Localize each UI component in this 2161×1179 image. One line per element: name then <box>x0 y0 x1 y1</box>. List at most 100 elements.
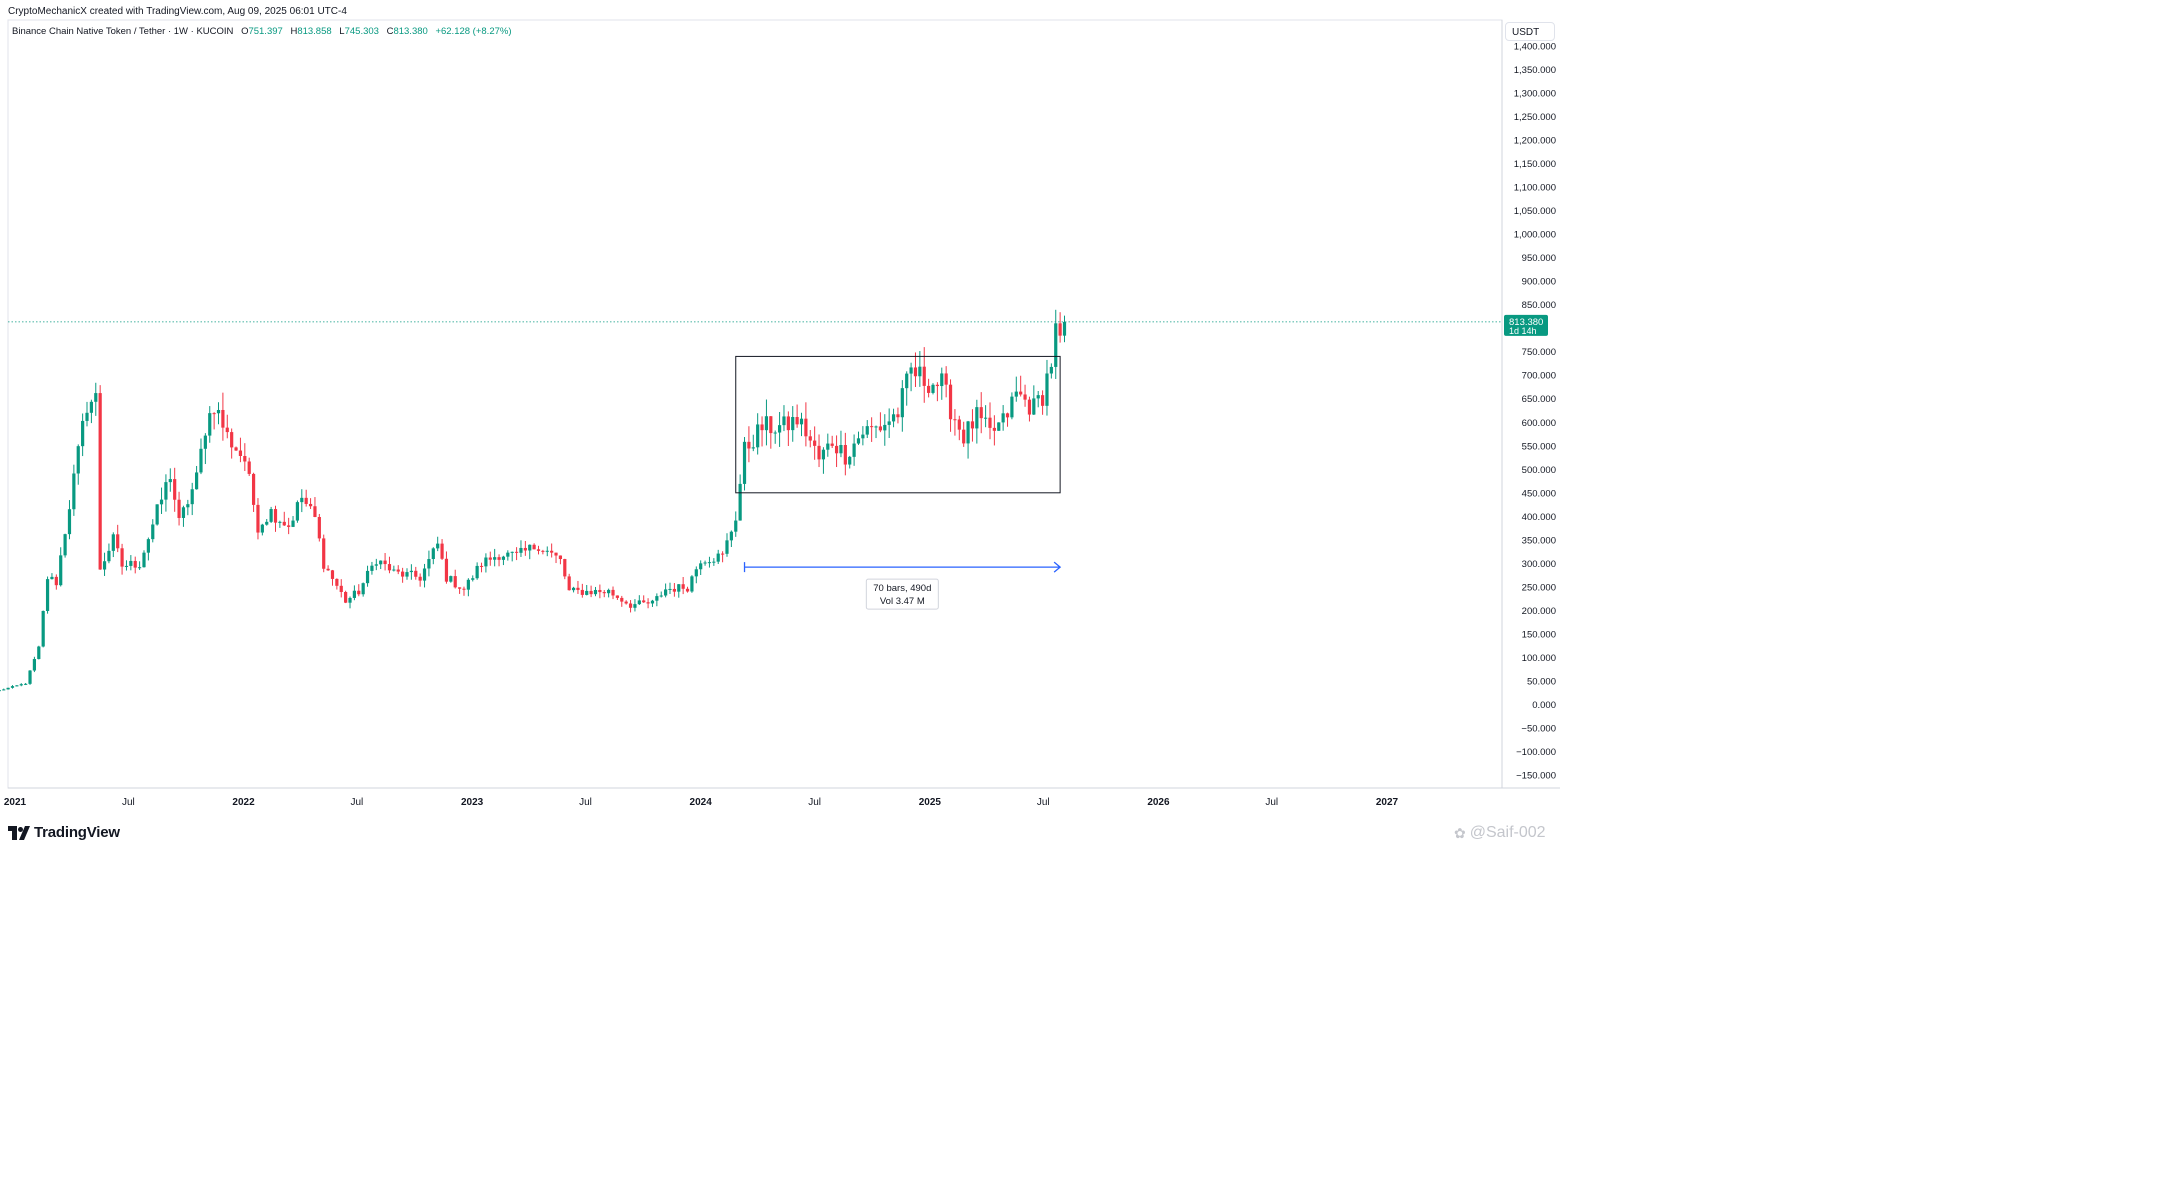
candle-up <box>19 683 23 687</box>
measure-tooltip: 70 bars, 490d Vol 3.47 M <box>865 578 939 610</box>
candle-body <box>699 563 703 570</box>
candle-up <box>826 433 830 457</box>
candle-body <box>1054 323 1058 367</box>
candle-body <box>922 366 926 386</box>
candle-body <box>501 556 506 560</box>
price-tick-label: 850.000 <box>1522 300 1556 311</box>
candle-down <box>440 539 444 560</box>
candle-down <box>273 505 278 532</box>
candle-body <box>541 550 545 552</box>
candle-body <box>909 367 913 374</box>
candle-up <box>506 550 510 561</box>
candle-up <box>918 351 922 387</box>
candle-body <box>234 447 238 451</box>
candle-body <box>177 499 181 518</box>
candle-body <box>1005 413 1010 418</box>
candle-down <box>230 428 234 459</box>
time-tick-label: Jul <box>579 797 592 808</box>
candle-body <box>449 576 453 582</box>
candle-body <box>979 407 983 419</box>
candle-body <box>742 441 747 484</box>
candle-body <box>830 443 834 446</box>
candle-up <box>484 553 488 573</box>
price-chart[interactable]: 1,400.000 1,350.000 1,300.000 1,250.000 1,20… <box>0 0 1568 850</box>
candle-down <box>330 569 335 586</box>
candle-body <box>760 424 764 431</box>
candle-body <box>721 553 725 555</box>
candle-body <box>32 659 37 671</box>
candle-down <box>747 426 751 463</box>
candle-body <box>813 440 817 446</box>
candle-up <box>716 549 720 564</box>
candle-body <box>966 421 970 444</box>
candle-body <box>1019 391 1023 395</box>
candle-body <box>633 604 637 608</box>
candle-up <box>361 582 365 597</box>
candle-body <box>707 562 712 564</box>
candle-up <box>138 561 142 570</box>
candle-down <box>1019 375 1023 397</box>
candle-body <box>484 557 488 567</box>
time-tick-label: 2022 <box>232 797 255 808</box>
candle-up <box>519 540 523 557</box>
price-tick-label: 450.000 <box>1522 488 1556 499</box>
measure-tooltip-box <box>865 578 939 610</box>
candle-body <box>514 551 519 553</box>
candle-body <box>475 565 479 579</box>
candle-body <box>374 564 378 566</box>
candle-up <box>742 436 747 491</box>
candle-body <box>243 456 247 462</box>
candle-up <box>571 586 576 593</box>
tradingview-logo[interactable]: TradingView <box>8 824 120 841</box>
candle-down <box>602 589 606 598</box>
candle-body <box>260 524 264 533</box>
time-tick-label: 2026 <box>1147 797 1170 808</box>
candle-up <box>734 511 738 537</box>
candle-body <box>913 367 918 377</box>
candle-body <box>900 388 904 418</box>
price-tick-label: 300.000 <box>1522 559 1556 570</box>
candle-down <box>620 595 624 607</box>
candle-down <box>383 553 387 571</box>
candle-down <box>173 467 177 512</box>
candle-down <box>1058 312 1062 343</box>
candle-body <box>510 551 514 553</box>
candle-down <box>238 437 243 463</box>
candle-up <box>677 584 681 598</box>
candle-down <box>558 555 563 565</box>
price-tick-label: 1,100.000 <box>1514 183 1556 194</box>
symbol-title[interactable]: Binance Chain Native Token / Tether · 1W… <box>12 26 234 37</box>
candle-body <box>997 422 1001 431</box>
candle-up <box>1032 385 1036 416</box>
symbol-legend: Binance Chain Native Token / Tether · 1W… <box>12 26 512 37</box>
candle-body <box>773 432 777 434</box>
candle-down <box>979 392 983 434</box>
candle-body <box>694 569 698 577</box>
time-axis[interactable]: 2021 Jul 2022 Jul 2023 Jul 2024 Jul 2025 Jul 2026 J… <box>4 797 1399 808</box>
candle-up <box>821 447 826 474</box>
candle-down <box>177 491 181 526</box>
candle-up <box>585 584 589 596</box>
candle-body <box>975 407 979 429</box>
candle-down <box>541 549 545 555</box>
tradingview-logo-icon <box>8 825 30 840</box>
candle-down <box>953 409 957 436</box>
candle-body <box>383 560 387 565</box>
candle-up <box>208 406 212 443</box>
price-tick-label: 250.000 <box>1522 582 1556 593</box>
candle-body <box>282 521 286 526</box>
candle-down <box>287 517 291 535</box>
candle-down <box>212 412 216 430</box>
candle-up <box>729 530 733 548</box>
candle-down <box>523 541 527 556</box>
candle-body <box>918 366 922 377</box>
candle-body <box>76 446 80 474</box>
currency-selector[interactable]: USDT <box>1505 22 1555 41</box>
candle-up <box>650 599 655 607</box>
candle-body <box>856 438 861 444</box>
candle-body <box>747 441 751 449</box>
price-axis[interactable]: 1,400.000 1,350.000 1,300.000 1,250.000 1,20… <box>1514 42 1556 782</box>
candle-body <box>273 509 278 523</box>
candle-up <box>655 593 659 607</box>
candle-down <box>462 586 466 596</box>
